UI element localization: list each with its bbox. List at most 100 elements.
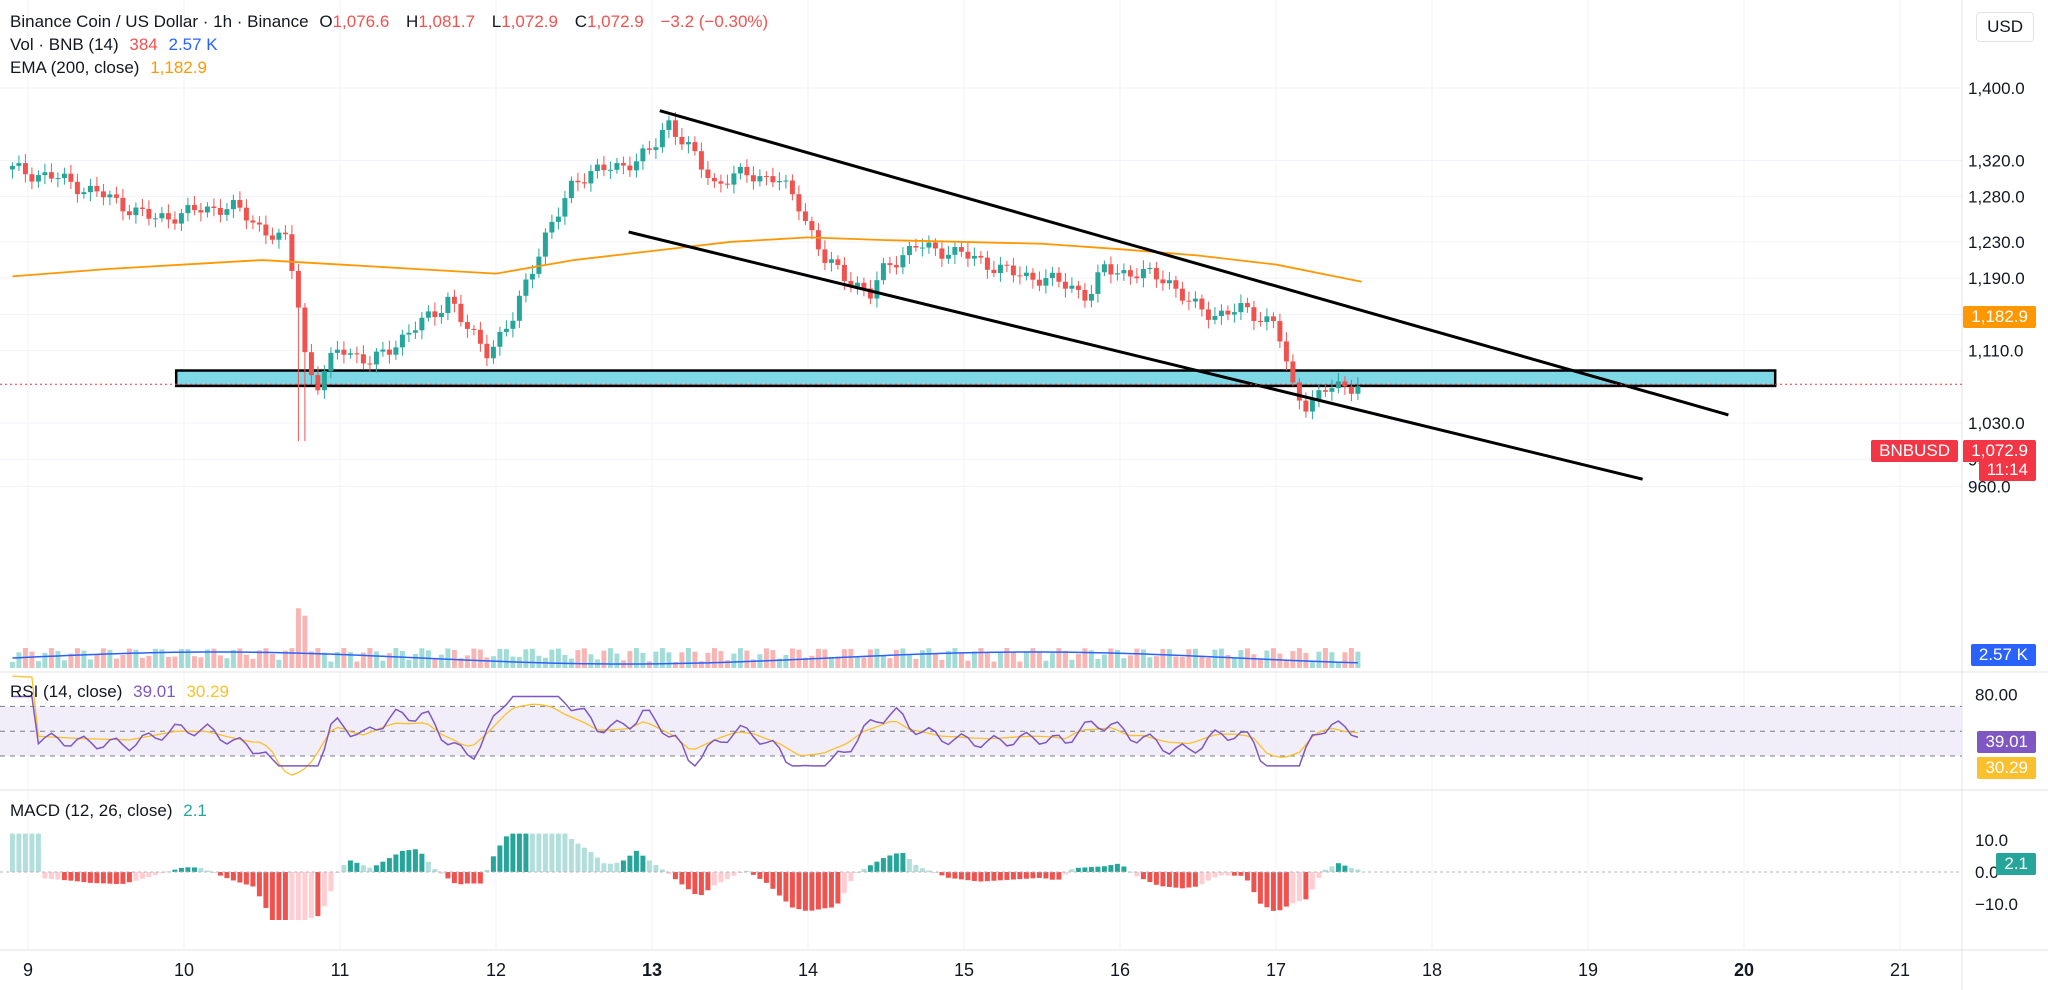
macd-bar — [828, 872, 834, 908]
volume-bar — [1147, 657, 1153, 668]
candle — [815, 230, 821, 250]
volume-bar — [971, 651, 977, 668]
macd-bar — [1049, 872, 1055, 880]
macd-bar — [425, 861, 431, 872]
time-axis-label: 9 — [23, 960, 33, 980]
time-axis-label: 12 — [486, 960, 506, 980]
macd-bar — [646, 860, 652, 872]
volume-bar — [1199, 655, 1205, 668]
volume-bar — [529, 648, 535, 668]
macd-bar — [373, 865, 379, 872]
candle — [126, 211, 132, 216]
volume-bar — [607, 648, 613, 668]
volume-bar — [724, 660, 730, 668]
candle — [1186, 300, 1192, 302]
macd-bar — [1153, 872, 1159, 885]
candle — [165, 213, 171, 220]
macd-bar — [451, 872, 457, 884]
macd-bar — [276, 872, 282, 920]
candle — [1017, 275, 1023, 277]
macd-bar — [367, 867, 373, 872]
volume-bar — [373, 651, 379, 668]
candle — [321, 371, 327, 391]
volume-bar — [939, 659, 945, 668]
volume-bar — [100, 648, 106, 668]
candle — [841, 264, 847, 281]
candle — [1231, 312, 1237, 315]
volume-bar — [1101, 654, 1107, 668]
volume-bar — [880, 655, 886, 668]
candle — [35, 175, 41, 182]
macd-bar — [464, 872, 470, 884]
candle — [1342, 381, 1348, 387]
volume-bar — [94, 654, 100, 668]
macd-bar — [1303, 872, 1309, 900]
volume-bar — [627, 651, 633, 668]
volume-bar — [978, 648, 984, 668]
macd-bar — [627, 855, 633, 872]
candle — [438, 313, 444, 318]
macd-bar — [1088, 867, 1094, 872]
macd-bar — [432, 869, 438, 872]
macd-bar — [1010, 872, 1016, 880]
macd-bar — [952, 872, 958, 879]
symbol-tag: BNBUSD — [1871, 440, 1958, 462]
candle — [724, 183, 730, 185]
macd-bar — [237, 872, 243, 883]
candle — [263, 224, 269, 236]
volume-bar — [9, 662, 15, 668]
candle — [776, 181, 782, 183]
volume-bar — [107, 650, 113, 668]
macd-bar — [640, 855, 646, 872]
macd-bar — [1283, 872, 1289, 907]
candle — [224, 209, 230, 215]
volume-bar — [640, 652, 646, 668]
volume-bar — [68, 653, 74, 668]
macd-bar — [789, 872, 795, 908]
time-axis-label: 15 — [954, 960, 974, 980]
candle — [1030, 272, 1036, 280]
volume-bar — [958, 653, 964, 668]
candle — [523, 279, 529, 296]
candle — [42, 172, 48, 176]
macd-bar — [1218, 872, 1224, 876]
macd-bar — [133, 872, 139, 881]
currency-button[interactable]: USD — [1976, 12, 2034, 42]
volume-bar — [926, 648, 932, 668]
volume-bar — [269, 653, 275, 668]
macd-bar — [198, 868, 204, 872]
macd-bar — [796, 872, 802, 910]
volume-bar — [828, 656, 834, 668]
macd-bar — [698, 872, 704, 896]
volume-bar — [906, 654, 912, 668]
time-axis-label: 16 — [1110, 960, 1130, 980]
macd-bar — [991, 872, 997, 881]
candle — [607, 169, 613, 171]
volume-value: 384 — [129, 35, 158, 54]
macd-bar — [1335, 863, 1341, 872]
macd-bar — [113, 872, 119, 884]
candle — [1283, 341, 1289, 362]
rsi-value: 39.01 — [133, 682, 176, 701]
macd-bar — [159, 872, 165, 874]
macd-bar — [302, 872, 308, 920]
symbol-title: Binance Coin / US Dollar · 1h · Binance — [10, 12, 309, 31]
ema-line — [12, 236, 1362, 283]
volume-bar — [614, 653, 620, 668]
candle — [783, 180, 789, 182]
candle — [646, 148, 652, 150]
macd-bar — [289, 872, 295, 920]
macd-bar — [458, 872, 464, 885]
macd-bar — [42, 872, 48, 879]
candle — [1101, 264, 1107, 273]
candle — [458, 303, 464, 323]
volume-bar — [1192, 648, 1198, 668]
ema-price-tag: 1,182.9 — [1963, 306, 2036, 328]
candle — [243, 207, 249, 221]
candle — [1004, 264, 1010, 266]
volume-bar — [61, 660, 67, 668]
volume-bar — [802, 657, 808, 668]
macd-bar — [939, 872, 945, 876]
price-change: −3.2 (−0.30%) — [660, 12, 769, 31]
